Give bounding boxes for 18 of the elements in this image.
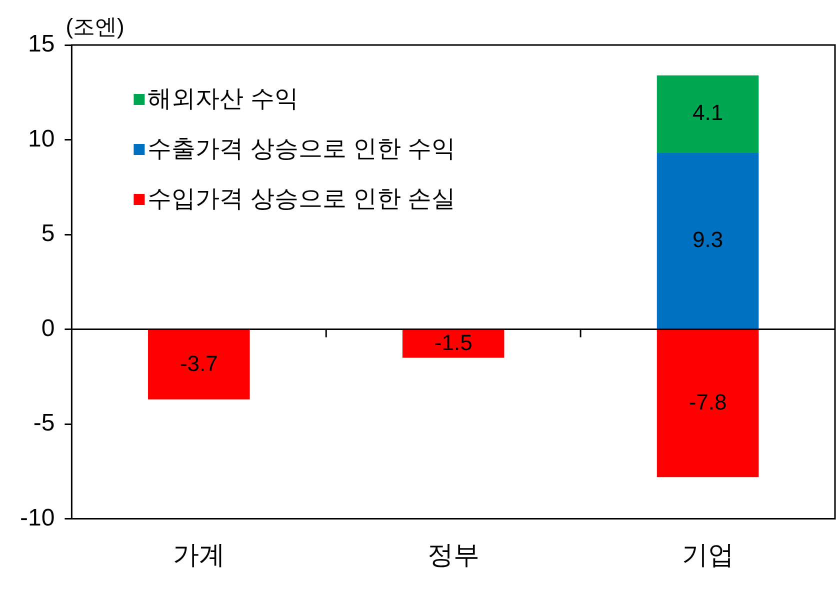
- x-tick-label: 가계: [172, 540, 225, 570]
- y-tick-label: 5: [41, 220, 55, 248]
- x-tick-label: 기업: [682, 540, 734, 570]
- data-label: 4.1: [692, 100, 724, 126]
- legend-label: 수입가격 상승으로 인한 손실: [148, 186, 456, 213]
- y-tick-label: 0: [41, 314, 55, 342]
- y-axis-title: (조엔): [66, 14, 124, 40]
- data-label: 9.3: [692, 226, 724, 252]
- y-tick-label: 15: [28, 30, 55, 58]
- data-label: -7.8: [688, 390, 727, 415]
- y-tick-label: 10: [28, 125, 55, 152]
- legend-label: 수출가격 상승으로 인한 수익: [148, 136, 456, 163]
- data-label: -3.7: [180, 350, 218, 376]
- x-tick-label: 정부: [427, 540, 480, 570]
- y-tick-label: -10: [20, 504, 55, 532]
- legend-label: 해외자산 수익: [148, 86, 298, 113]
- data-label: -1.5: [434, 330, 472, 355]
- y-tick-label: -5: [33, 410, 55, 437]
